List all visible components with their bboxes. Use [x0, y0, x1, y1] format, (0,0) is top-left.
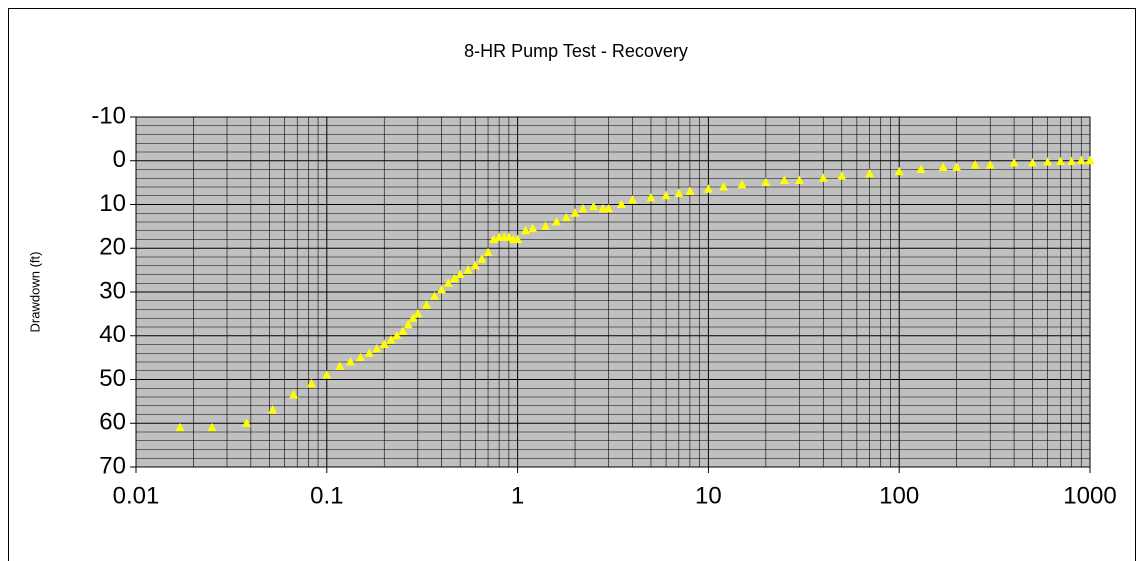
data-point	[627, 195, 637, 204]
data-point	[443, 278, 453, 287]
data-point	[616, 199, 626, 208]
data-point	[242, 418, 252, 427]
data-point	[455, 269, 465, 278]
y-tick-label: 20	[99, 234, 126, 261]
x-tick-label: 100	[879, 482, 919, 509]
y-tick-label: -10	[91, 102, 126, 129]
data-point	[1009, 157, 1019, 167]
data-point	[916, 164, 926, 173]
y-tick-label: 30	[99, 277, 126, 304]
x-tick-label: 0.1	[310, 482, 343, 509]
data-point	[513, 234, 523, 243]
data-point	[1043, 157, 1053, 166]
data-point	[604, 203, 614, 213]
data-point	[589, 201, 599, 211]
data-point	[355, 352, 365, 362]
data-point	[421, 300, 431, 309]
data-point	[761, 177, 771, 187]
data-point	[483, 247, 493, 257]
data-point	[403, 319, 413, 329]
data-point	[306, 378, 316, 388]
data-point	[938, 162, 948, 171]
data-point	[598, 203, 608, 213]
data-point	[1028, 157, 1038, 167]
data-point	[837, 171, 847, 180]
data-point	[894, 166, 904, 176]
y-tick-label: 0	[113, 146, 126, 173]
y-tick-label: 50	[99, 365, 126, 392]
data-point	[379, 339, 389, 348]
data-point	[552, 217, 562, 226]
data-point	[437, 284, 447, 294]
data-point	[540, 221, 550, 230]
data-point	[372, 343, 382, 353]
data-point	[719, 182, 729, 191]
data-point	[952, 162, 962, 171]
y-tick-label: 40	[99, 321, 126, 348]
data-point	[818, 173, 828, 182]
data-point	[1076, 155, 1086, 165]
x-tick-label: 0.01	[113, 482, 160, 509]
data-point	[703, 184, 713, 193]
data-point	[570, 208, 580, 217]
plot-frame	[135, 116, 1091, 468]
data-point	[1085, 155, 1095, 165]
data-point	[398, 326, 408, 335]
data-point	[779, 175, 789, 184]
data-point	[578, 203, 588, 213]
data-point	[430, 291, 440, 300]
data-point	[865, 168, 875, 178]
data-point	[737, 179, 747, 189]
data-point	[685, 186, 695, 195]
data-point	[345, 357, 355, 366]
data-point	[794, 175, 804, 184]
data-point	[175, 422, 185, 432]
x-tick-label: 1	[511, 482, 524, 509]
data-point	[561, 212, 571, 222]
data-point	[489, 234, 499, 243]
data-point	[1055, 156, 1065, 166]
data-point	[413, 308, 423, 318]
y-tick-label: 10	[99, 190, 126, 217]
data-point	[386, 335, 396, 344]
data-point	[661, 190, 671, 200]
data-point	[528, 223, 538, 233]
data-point	[392, 330, 402, 340]
data-point	[970, 160, 980, 169]
data-point	[463, 265, 473, 274]
data-point	[408, 313, 418, 322]
data-point	[289, 389, 299, 399]
x-tick-label: 1000	[1063, 482, 1116, 509]
data-point	[364, 348, 374, 357]
data-point	[674, 188, 684, 198]
data-point	[504, 232, 514, 241]
y-tick-label: 70	[99, 452, 126, 479]
data-point	[335, 361, 345, 370]
data-point	[470, 260, 480, 270]
data-point	[646, 192, 656, 202]
y-axis-label: Drawdown (ft)	[27, 252, 42, 333]
data-point	[268, 405, 278, 414]
y-tick-label: 60	[99, 409, 126, 436]
x-tick-label: 10	[695, 482, 722, 509]
data-point	[1067, 156, 1077, 166]
data-point	[322, 370, 332, 379]
data-point	[985, 160, 995, 169]
data-point	[450, 273, 460, 283]
data-point	[520, 225, 530, 235]
data-point	[477, 254, 487, 263]
data-point	[207, 422, 217, 432]
chart-title: 8-HR Pump Test - Recovery	[464, 41, 688, 61]
